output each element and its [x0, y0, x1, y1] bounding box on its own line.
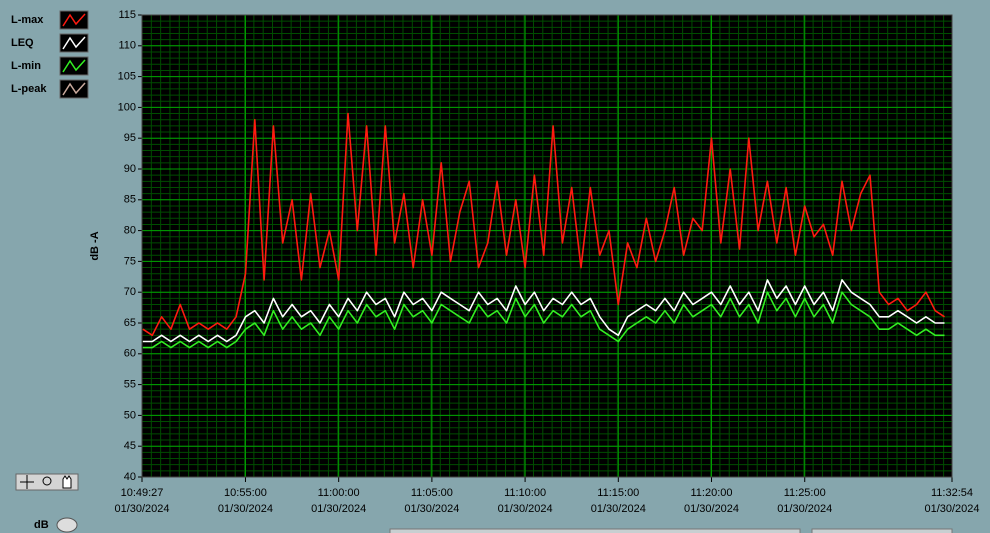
y-tick-label: 75 — [124, 255, 136, 267]
plot-area — [142, 15, 952, 477]
y-tick-label: 60 — [124, 348, 136, 360]
x-tick-date: 01/30/2024 — [777, 503, 832, 515]
legend: L-max LEQ L-min L-peak — [11, 10, 89, 99]
x-tick-label: 11:15:00 — [597, 487, 639, 499]
legend-swatch-line — [62, 13, 86, 27]
y-tick-label: 110 — [118, 40, 136, 52]
x-tick-date: 01/30/2024 — [311, 503, 366, 515]
zoom-tool[interactable] — [42, 476, 52, 486]
y-tick-label: 55 — [124, 379, 136, 391]
x-tick-label: 11:10:00 — [504, 487, 546, 499]
y-tick-label: 100 — [118, 101, 136, 113]
x-tick-label: 11:20:00 — [691, 487, 733, 499]
x-tick-date: 01/30/2024 — [684, 503, 739, 515]
y-tick-label: 90 — [124, 163, 136, 175]
y-tick-label: 85 — [124, 194, 136, 206]
toggle-label: dB — [34, 519, 49, 531]
x-tick-date: 01/30/2024 — [218, 503, 273, 515]
x-tick-date: 01/30/2024 — [404, 503, 459, 515]
x-tick-date: 01/30/2024 — [114, 503, 169, 515]
x-tick-label: 11:00:00 — [318, 487, 360, 499]
y-tick-label: 105 — [118, 71, 136, 83]
legend-label: L-peak — [11, 83, 47, 95]
y-tick-label: 70 — [124, 286, 136, 298]
y-tick-label: 45 — [124, 440, 136, 452]
x-tick-label: 11:32:54 — [931, 487, 973, 499]
series-line — [142, 112, 945, 337]
y-tick-label: 65 — [124, 317, 136, 329]
toggle-switch[interactable] — [56, 517, 78, 533]
scroll-bar[interactable] — [811, 528, 953, 533]
plot-frame — [141, 14, 953, 478]
plot-lines — [142, 112, 945, 349]
legend-swatch-line — [62, 36, 86, 50]
y-tick-label: 40 — [124, 471, 136, 483]
y-tick-label: 115 — [118, 9, 136, 21]
pan-tool[interactable] — [62, 475, 72, 489]
y-tick-label: 50 — [124, 409, 136, 421]
x-tick-label: 10:55:00 — [224, 487, 267, 499]
legend-label: LEQ — [11, 37, 34, 49]
x-tick-date: 01/30/2024 — [924, 503, 979, 515]
y-tick-label: 80 — [124, 225, 136, 237]
graph-tools[interactable] — [15, 473, 79, 491]
cursor-tool[interactable] — [20, 475, 34, 489]
legend-swatch-line — [62, 82, 86, 96]
y-axis-label: dB -A — [89, 231, 101, 260]
x-tick-label: 11:25:00 — [784, 487, 826, 499]
x-tick-date: 01/30/2024 — [591, 503, 646, 515]
x-tick-date: 01/30/2024 — [498, 503, 553, 515]
legend-label: L-min — [11, 60, 41, 72]
legend-label: L-max — [11, 14, 44, 26]
legend-swatch-line — [62, 59, 86, 73]
x-tick-label: 11:05:00 — [411, 487, 453, 499]
scroll-bar[interactable] — [389, 528, 801, 533]
y-tick-label: 95 — [124, 132, 136, 144]
series-line — [142, 291, 945, 349]
x-tick-label: 10:49:27 — [121, 487, 164, 499]
axis-labels: 40 45 50 55 60 65 70 75 80 85 90 95 100 105 110 115 10:4… — [114, 9, 979, 515]
series-line — [142, 279, 945, 343]
